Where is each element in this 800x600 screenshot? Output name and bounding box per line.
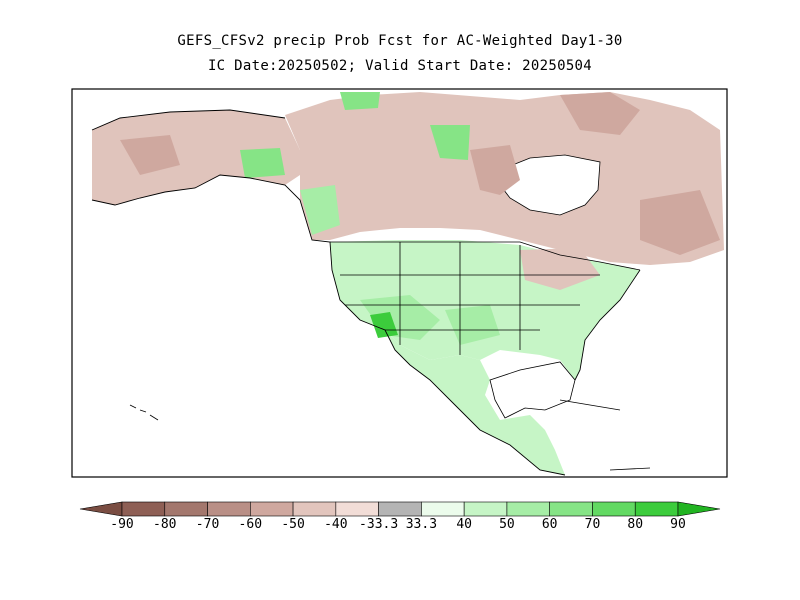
colorbar-bin [164, 501, 208, 517]
colorbar-bin [292, 501, 337, 517]
region-hudson-bay [499, 154, 601, 216]
colorbar-tick-label: -70 [195, 517, 220, 532]
colorbar-tick-label: 90 [670, 517, 686, 532]
colorbar-tick-label: -40 [324, 517, 348, 532]
colorbar-tick-label: -90 [110, 517, 134, 532]
colorbar-bin [677, 501, 721, 517]
chart-subtitle: IC Date:20250502; Valid Start Date: 2025… [207, 58, 593, 74]
colorbar-bin [506, 501, 550, 517]
colorbar-tick-label: 60 [541, 517, 558, 532]
colorbar-tick-label: 33.3 [405, 517, 438, 532]
chart-title: GEFS_CFSv2 precip Prob Fcst for AC-Weigh… [177, 33, 623, 49]
region-gulf [489, 361, 576, 419]
colorbar-bin [79, 501, 123, 517]
colorbar-tick-label: -80 [153, 517, 177, 532]
colorbar-bin [421, 501, 465, 517]
colorbar-tick-label: 70 [584, 517, 601, 532]
colorbar-bin [463, 501, 508, 517]
colorbar-bin [634, 501, 679, 517]
colorbar-bin [207, 501, 251, 517]
region-alaska [92, 110, 300, 205]
colorbar-tick-label: 40 [456, 517, 472, 532]
colorbar-tick-label: -50 [281, 517, 305, 532]
colorbar-bin [335, 501, 379, 517]
colorbar-tick-label: -33.3 [359, 517, 399, 532]
map-frame [71, 88, 728, 478]
colorbar-bin [121, 501, 166, 517]
colorbar-tick-label: -60 [238, 517, 263, 532]
colorbar-tick-label: 80 [627, 517, 644, 532]
colorbar-bin [592, 501, 636, 517]
colorbar-tick-label: 50 [499, 517, 515, 532]
colorbar-bin [250, 501, 294, 517]
colorbar-bin [378, 501, 422, 517]
colorbar-bin [549, 501, 593, 517]
region-mexico [385, 330, 565, 475]
